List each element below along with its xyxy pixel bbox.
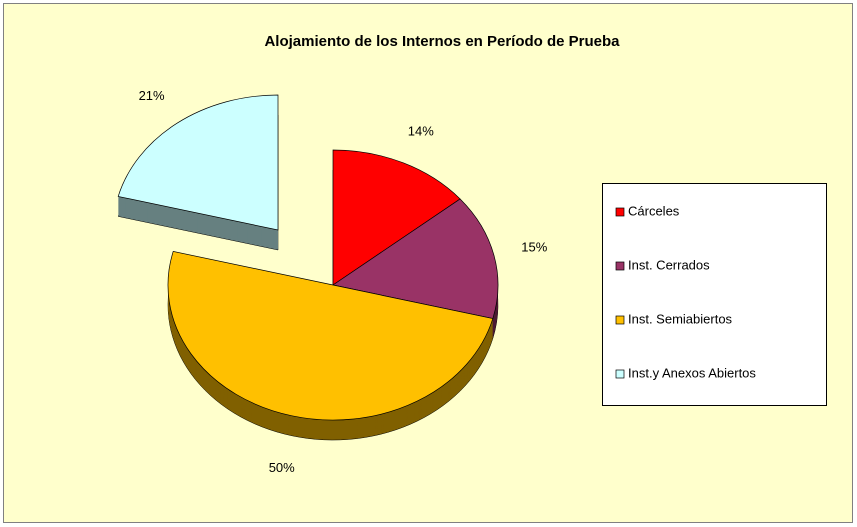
slice <box>332 198 499 319</box>
data-label: 21% <box>139 88 165 103</box>
legend-swatch <box>615 207 625 217</box>
data-label: 14% <box>408 124 434 139</box>
slice <box>332 149 461 286</box>
legend-label: Inst.y Anexos Abiertos <box>628 365 756 380</box>
data-label: 15% <box>521 240 547 255</box>
legend-label: Inst. Cerrados <box>628 257 710 272</box>
slice <box>117 94 279 231</box>
legend-swatch <box>615 261 625 271</box>
legend <box>602 183 827 406</box>
legend-label: Cárceles <box>628 203 680 218</box>
legend-swatch <box>615 369 625 379</box>
legend-swatch <box>615 315 625 325</box>
data-label: 50% <box>269 460 295 475</box>
slice <box>167 251 494 421</box>
chart-title: Alojamiento de los Internos en Período d… <box>264 33 620 50</box>
legend-label: Inst. Semiabiertos <box>628 311 733 326</box>
